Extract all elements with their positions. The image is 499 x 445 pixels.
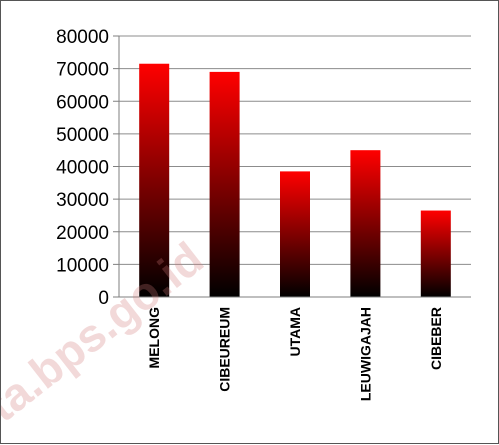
- bar-leuwigajah: [350, 150, 381, 297]
- axes: [118, 36, 471, 298]
- bar-melong: [139, 63, 170, 298]
- y-tick-label: 0: [98, 288, 109, 309]
- y-tick-label: 40000: [56, 158, 109, 179]
- y-tick-label: 50000: [56, 125, 109, 146]
- y-tick-label: 20000: [56, 223, 109, 244]
- y-tick-label: 30000: [56, 190, 109, 211]
- x-tick-label: LEUWIGAJAH: [357, 307, 373, 401]
- bar-utama: [280, 171, 310, 297]
- y-tick-label: 10000: [56, 255, 109, 276]
- x-axis-labels: MELONG CIBEUREUM UTAMA LEUWIGAJAH CIBEBER: [146, 307, 444, 401]
- y-tick-label: 60000: [56, 92, 109, 113]
- bar-cibeber: [420, 210, 451, 297]
- y-tick-label: 80000: [56, 27, 109, 48]
- bar-cibeureum: [209, 71, 240, 297]
- x-tick-label: UTAMA: [287, 307, 303, 357]
- y-tick-label: 70000: [56, 60, 109, 81]
- gridlines: [119, 35, 471, 298]
- y-axis-ticks: 0 10000 20000 30000 40000 50000 60000 70000 8000…: [56, 27, 119, 309]
- x-tick-label: CIBEBER: [428, 307, 444, 370]
- x-tick-label: MELONG: [146, 307, 162, 369]
- x-tick-label: CIBEUREUM: [217, 307, 233, 392]
- bars: [139, 63, 451, 298]
